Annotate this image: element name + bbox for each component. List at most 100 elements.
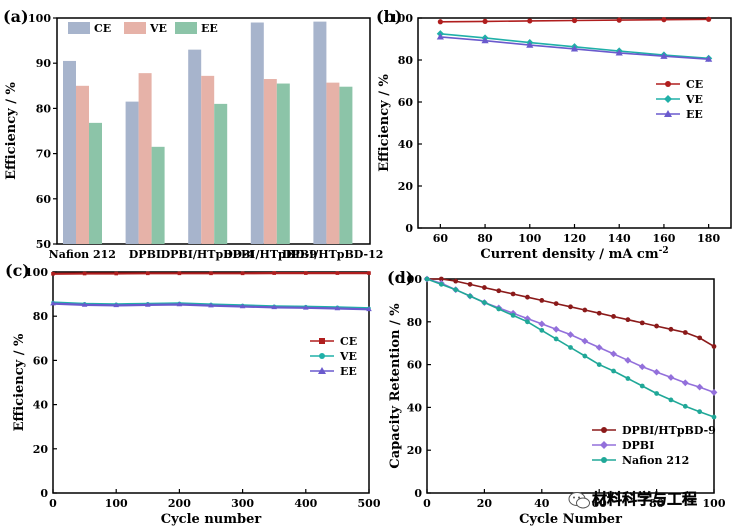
nafion-212-point — [682, 403, 688, 409]
dpbi-htpbd-9-point — [496, 288, 502, 294]
dpbi-htpbd-9-point — [553, 301, 559, 307]
y-tick-label: 80 — [36, 102, 52, 115]
ee-point — [145, 302, 151, 307]
y-axis-title: Efficiency / % — [4, 81, 19, 179]
x-tick-label: DPBI — [129, 248, 161, 261]
ce-point — [571, 17, 578, 24]
x-axis-title: Cycle number — [161, 512, 262, 527]
ce-point — [51, 271, 55, 276]
nafion-212-point — [482, 300, 487, 305]
x-tick-label: Nafion 212 — [49, 248, 116, 261]
y-tick-label: 0 — [414, 487, 422, 500]
legend-item-ee: EE — [175, 22, 218, 35]
dpbi-htpbd-9-point — [525, 294, 530, 300]
y-tick-label: 60 — [398, 96, 414, 109]
y-tick-label: 100 — [390, 12, 413, 25]
panel-d: 0 20 40 60 80 100 0 20 40 60 80 100 Capacity Retenti… — [387, 268, 726, 527]
legend-item-ce: CE — [310, 335, 357, 348]
x-axis-title: Cycle Number — [519, 512, 622, 527]
dpbi-htpbd-9-point — [639, 320, 645, 326]
bar-group-dpbi-htpbd-9 — [250, 22, 290, 245]
bar-ee — [89, 122, 102, 244]
y-tick-label: 80 — [398, 54, 414, 67]
x-tick-label: 0 — [423, 497, 431, 510]
ce-point — [437, 19, 443, 25]
legend-label: CE — [686, 78, 703, 91]
x-tick-label: DPBI/HTpBD-4 — [161, 248, 255, 261]
panel-c: 0 20 40 60 80 100 0 100 200 300 400 500 Efficiency /… — [5, 261, 381, 527]
ce-point — [304, 271, 308, 275]
nafion-212-point — [553, 336, 559, 342]
panel-a: 50 60 70 80 90 100 Efficiency / % (a) Nafion 212… — [3, 7, 383, 261]
nafion-212-point — [438, 281, 444, 287]
bar-ve — [138, 73, 152, 244]
dpbi-point — [567, 331, 574, 339]
x-tick-label: 80 — [477, 232, 493, 245]
ee-point — [271, 304, 277, 310]
ee-point — [481, 37, 489, 44]
y-tick-label: 90 — [36, 57, 52, 70]
ce-point — [209, 271, 213, 276]
dpbi-htpbd-9-point — [625, 317, 631, 323]
dpbi-htpbd-9-point — [582, 307, 588, 313]
dpbi-htpbd-9-point — [568, 304, 573, 310]
bar-ve — [263, 79, 277, 245]
ce-point — [661, 17, 667, 23]
dpbi-htpbd-9-point — [682, 330, 688, 335]
x-tick-label: DPBI/HTpBD-9 — [223, 248, 317, 261]
y-axis-title: Efficiency / % — [377, 73, 392, 171]
x-tick-label: 160 — [652, 232, 675, 245]
y-tick-label: 60 — [36, 193, 52, 206]
series-ee — [50, 300, 372, 312]
x-tick-label: 20 — [477, 497, 493, 510]
watermark-text: 材料科学与工程 — [592, 490, 697, 508]
legend-label: EE — [686, 108, 703, 121]
y-tick-label: 0 — [405, 222, 413, 235]
dpbi-htpbd-9-point — [596, 310, 602, 316]
legend-item-dpbi-htpbd-9: DPBI/HTpBD-9 — [592, 424, 716, 437]
x-tick-label: 400 — [294, 497, 317, 510]
legend-swatch-marker — [664, 95, 672, 103]
dpbi-point — [538, 320, 546, 328]
legend-label: CE — [94, 22, 111, 35]
nafion-212-point — [582, 353, 588, 359]
x-axis-title-superscript: -2 — [659, 246, 669, 256]
bar-ee — [276, 83, 290, 244]
nafion-212-point — [711, 414, 717, 420]
ee-point — [208, 302, 214, 308]
legend-label: EE — [340, 365, 357, 378]
legend-item-ee: EE — [310, 365, 357, 378]
ee-point — [436, 33, 444, 40]
bar-ve — [201, 75, 215, 244]
nafion-212-point — [625, 376, 631, 381]
bar-ce — [313, 21, 327, 245]
y-axis-title: Efficiency / % — [12, 333, 27, 431]
x-tick-label: DPBI/HTpBD-12 — [282, 248, 383, 261]
nafion-212-point — [668, 397, 674, 403]
legend-swatch-marker — [601, 427, 607, 433]
x-tick-label: 120 — [563, 232, 586, 245]
y-tick-label: 100 — [399, 273, 422, 286]
ce-point — [706, 16, 712, 22]
ce-point — [114, 271, 118, 276]
dpbi-point — [552, 325, 560, 333]
legend-item-ve: VE — [124, 22, 167, 35]
nafion-212-point — [424, 276, 430, 282]
nafion-212-point — [453, 287, 459, 293]
legend-item-dpbi: DPBI — [592, 439, 654, 452]
x-tick-label: 100 — [518, 232, 541, 245]
y-tick-label: 40 — [407, 401, 423, 414]
x-tick-label: 80 — [649, 497, 665, 510]
ee-point — [334, 305, 341, 311]
legend-label: DPBI/HTpBD-9 — [622, 424, 716, 437]
y-tick-label: 20 — [407, 444, 423, 457]
legend-swatch-marker — [601, 457, 607, 463]
dpbi-htpbd-9-point — [668, 326, 674, 332]
y-tick-label: 70 — [36, 148, 52, 161]
legend-item-ee: EE — [656, 108, 703, 121]
legend-item-ce: CE — [656, 78, 703, 91]
bar-ve — [326, 82, 340, 244]
x-tick-label: 140 — [608, 232, 631, 245]
x-tick-label: 0 — [49, 497, 57, 510]
